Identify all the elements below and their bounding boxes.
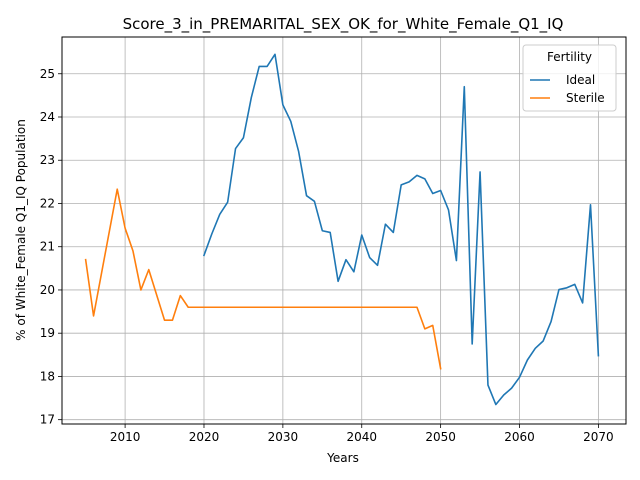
- x-tick-label: 2070: [583, 430, 614, 444]
- y-axis-label: % of White_Female Q1_IQ Population: [14, 119, 28, 341]
- y-tick-label: 23: [40, 153, 55, 167]
- y-tick-label: 19: [40, 326, 55, 340]
- plot-area-frame: [61, 36, 627, 425]
- y-axis-ticks: 17 18 19 20 21 22 23 24 25: [40, 67, 62, 427]
- x-tick-label: 2060: [504, 430, 535, 444]
- x-tick-label: 2010: [110, 430, 141, 444]
- x-tick-label: 2020: [189, 430, 220, 444]
- legend-box: [522, 44, 617, 112]
- legend-title: Fertility: [547, 50, 592, 64]
- y-tick-label: 21: [40, 240, 55, 254]
- legend-label-sterile: Sterile: [566, 91, 605, 105]
- x-axis-ticks: 2010 2020 2030 2040 2050 2060 2070: [110, 424, 614, 444]
- y-tick-label: 24: [40, 110, 55, 124]
- x-axis-label: Years: [326, 451, 359, 465]
- series-line-ideal: [202, 53, 600, 406]
- series-lines: [84, 53, 600, 406]
- legend-label-ideal: Ideal: [566, 73, 595, 87]
- y-tick-label: 17: [40, 413, 55, 427]
- series-line-sterile: [84, 188, 442, 370]
- x-tick-label: 2040: [346, 430, 377, 444]
- y-tick-label: 18: [40, 369, 55, 383]
- y-tick-label: 20: [40, 283, 55, 297]
- legend: Fertility Ideal Sterile: [522, 44, 617, 112]
- chart-title: Score_3_in_PREMARITAL_SEX_OK_for_White_F…: [123, 15, 564, 34]
- x-tick-label: 2050: [425, 430, 456, 444]
- y-tick-label: 22: [40, 196, 55, 210]
- y-tick-label: 25: [40, 67, 55, 81]
- x-tick-label: 2030: [268, 430, 299, 444]
